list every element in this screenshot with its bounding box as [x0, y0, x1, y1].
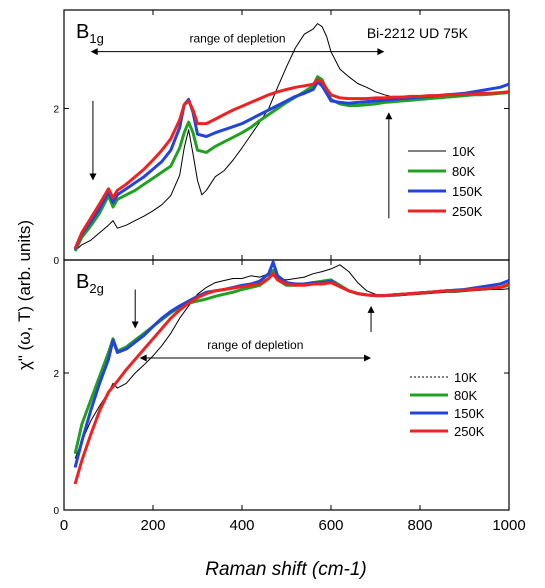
arrow-head-left	[139, 354, 147, 362]
axis-ticks: 0 2 0 200 400 600 800 1000	[53, 260, 526, 534]
y-tick-label: 2	[53, 104, 59, 115]
x-axis-label: Raman shift (cm-1)	[205, 559, 367, 580]
chart-title: Bi-2212 UD 75K	[367, 25, 469, 41]
series-lines	[73, 23, 510, 252]
depletion-arrows	[131, 289, 375, 362]
depletion-annotation: range of depletion	[190, 32, 286, 46]
axis-ticks: 02	[53, 10, 510, 267]
y-tick-label: 0	[53, 256, 59, 267]
legend: 10K 80K 150K 250K	[408, 144, 483, 219]
vertical-arrow-head	[385, 112, 393, 120]
series-line-150k	[73, 80, 510, 251]
y-tick-label: 2	[53, 369, 59, 380]
panel-label: B2g	[76, 271, 104, 296]
depletion-arrows	[89, 48, 393, 219]
panel-b2g: 0 2 0 200 400 600 800 1000 B2g range of depleti…	[53, 259, 526, 534]
y-tick-label: 0	[53, 506, 59, 517]
vertical-arrow-head	[367, 305, 375, 313]
depletion-annotation: range of depletion	[207, 338, 303, 352]
x-tick-label: 600	[318, 517, 343, 534]
series-line-250k	[73, 272, 510, 485]
series-lines	[73, 260, 510, 485]
x-tick-label: 200	[140, 517, 165, 534]
x-tick-label: 0	[60, 517, 68, 534]
panel-frame	[63, 259, 510, 511]
legend-label-80k: 80K	[452, 164, 475, 179]
vertical-arrow-head	[89, 173, 97, 181]
legend-label-250k: 250K	[454, 424, 485, 439]
legend-label-150k: 150K	[452, 184, 483, 199]
legend-label-10k: 10K	[454, 370, 477, 385]
x-tick-label: 1000	[492, 517, 525, 534]
arrow-head-left	[90, 48, 98, 56]
series-line-250k	[73, 78, 510, 250]
panel-label: B1g	[76, 21, 104, 46]
legend-label-150k: 150K	[454, 406, 485, 421]
y-axis-label: χ" (ω, T) (arb. units)	[15, 220, 34, 370]
legend: 10K 80K 150K 250K	[410, 370, 485, 439]
x-tick-label: 400	[229, 517, 254, 534]
legend-label-10k: 10K	[452, 144, 475, 159]
series-line-10k	[74, 23, 509, 252]
vertical-arrow-head	[131, 321, 139, 329]
series-line-80k	[73, 268, 510, 455]
arrow-head-right	[364, 354, 372, 362]
x-tick-label: 800	[407, 517, 432, 534]
arrow-head-right	[377, 48, 385, 56]
series-line-80k	[73, 75, 510, 252]
legend-label-250k: 250K	[452, 204, 483, 219]
legend-label-80k: 80K	[454, 388, 477, 403]
